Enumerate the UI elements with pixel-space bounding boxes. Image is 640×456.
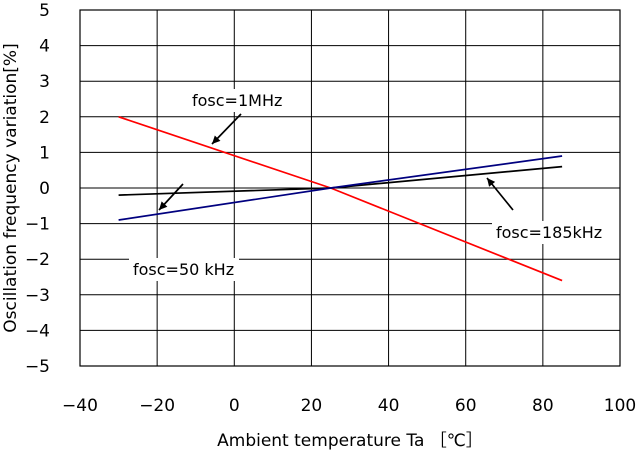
series-layer (118, 115, 563, 282)
y-tick-label: 0 (39, 179, 50, 199)
annotations: fosc=1MHz fosc=185kHz fosc=50 kHz (129, 89, 626, 281)
y-tick-label: 5 (39, 1, 50, 21)
series-line (118, 155, 563, 221)
y-tick-label: −1 (25, 215, 50, 235)
annotation-label-bg (188, 89, 284, 112)
series-line (118, 165, 563, 196)
y-axis-label: Oscillation frequency variation[%] (1, 43, 21, 332)
y-tick-label: 1 (39, 143, 50, 163)
plot-frame (79, 9, 621, 367)
annotation-label: fosc=185kHz (496, 223, 602, 242)
y-tick-label: 3 (39, 72, 50, 92)
annotation-arrowhead (212, 135, 221, 144)
annotation-label: fosc=50 kHz (133, 260, 234, 279)
x-tick-label: 0 (229, 396, 240, 416)
y-tick-label: −5 (25, 357, 50, 377)
grid (80, 10, 620, 366)
y-tick-label: 2 (39, 108, 50, 128)
annotation-label-bg (492, 221, 626, 244)
annotation-label-bg (129, 258, 239, 281)
y-tick-label: −4 (25, 321, 50, 341)
y-tick-label: 4 (39, 37, 50, 57)
y-tick-label: −3 (25, 286, 50, 306)
x-tick-label: 60 (455, 396, 477, 416)
x-tick-label: 100 (604, 396, 636, 416)
x-axis-label: Ambient temperature Ta ［℃］ (217, 431, 483, 451)
annotation-arrowhead (159, 201, 168, 210)
series-line (118, 115, 563, 282)
x-tick-label: 80 (532, 396, 554, 416)
y-tick-label: −2 (25, 250, 50, 270)
annotation-label: fosc=1MHz (192, 91, 282, 110)
annotation-arrowhead (487, 178, 496, 187)
x-tick-label: 20 (301, 396, 323, 416)
x-tick-label: −40 (62, 396, 98, 416)
y-ticks: 5 4 3 2 1 0 −1 −2 −3 −4 −5 (25, 1, 50, 377)
x-tick-label: 40 (378, 396, 400, 416)
x-ticks: −40 −20 0 20 40 60 80 100 (62, 396, 636, 416)
x-tick-label: −20 (139, 396, 175, 416)
